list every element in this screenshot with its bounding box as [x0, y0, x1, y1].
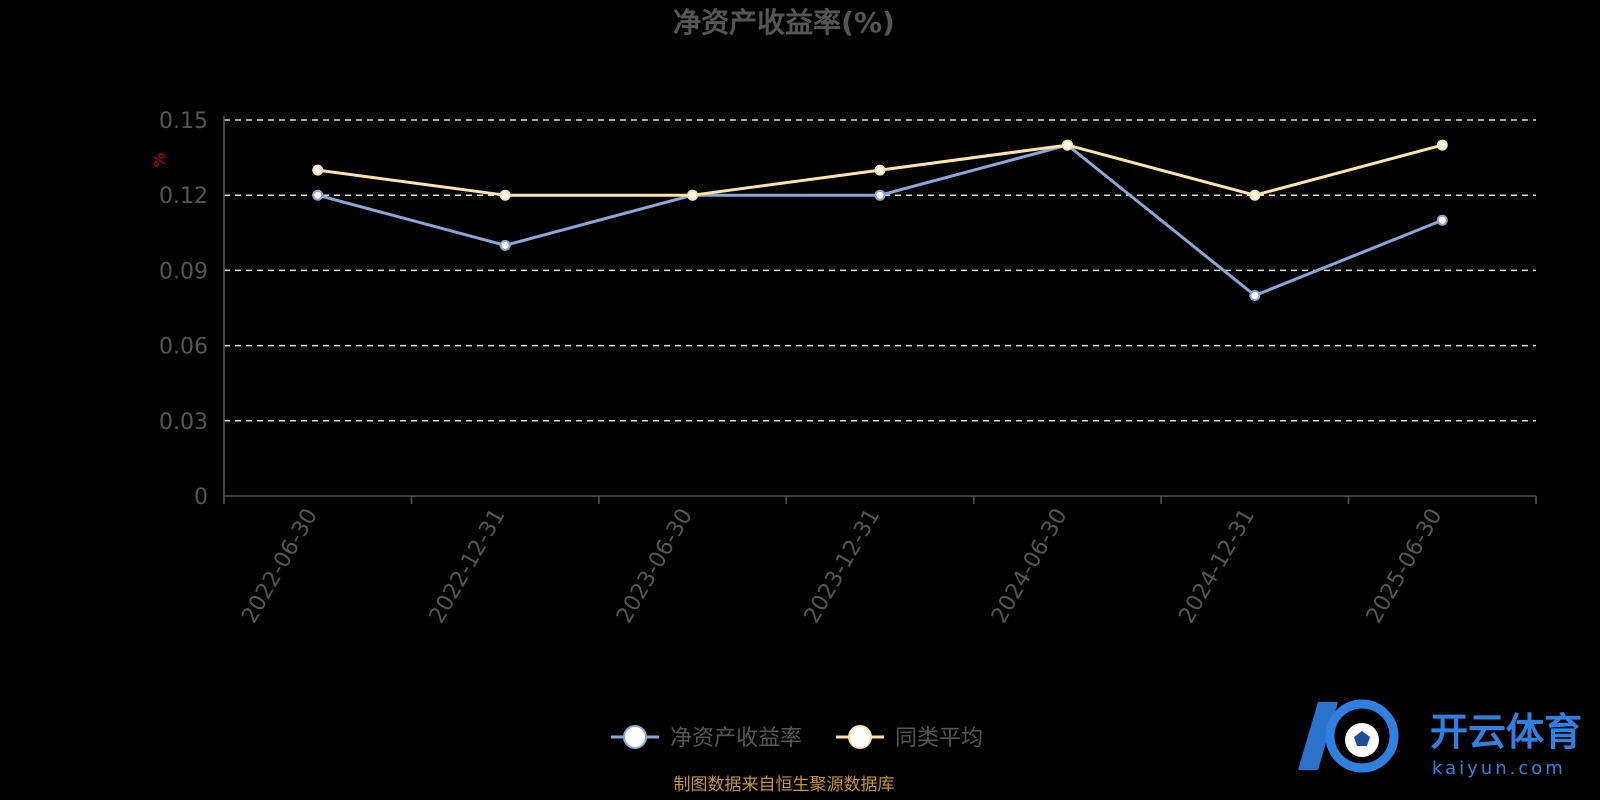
y-axis-unit: %	[150, 152, 169, 167]
watermark-domain: kaiyun.com	[1432, 758, 1566, 779]
watermark-brand: 开云体育	[1430, 710, 1582, 754]
data-point	[1436, 214, 1448, 226]
y-tick-label: 0.03	[159, 410, 208, 435]
legend-item-1[interactable]: 净资产收益率	[611, 725, 802, 751]
series-1	[312, 139, 1448, 301]
legend-label: 净资产收益率	[670, 726, 802, 751]
legend[interactable]: 净资产收益率 同类平均	[611, 725, 983, 751]
data-point	[1436, 139, 1448, 151]
data-point	[1061, 139, 1073, 151]
data-point	[874, 189, 886, 201]
axes: 0 0.03 0.06 0.09 0.12 0.15 2022-06-30 2022-12-3…	[159, 109, 1537, 628]
series-2	[312, 139, 1448, 201]
data-point	[874, 164, 886, 176]
legend-label: 同类平均	[895, 726, 983, 751]
x-tick-label: 2024-06-30	[987, 505, 1073, 628]
source-note: 制图数据来自恒生聚源数据库	[674, 775, 895, 795]
x-tick-label: 2023-12-31	[800, 505, 886, 628]
data-point	[312, 164, 324, 176]
chart-title: 净资产收益率(%)	[673, 6, 895, 39]
y-tick-label: 0	[194, 485, 208, 510]
data-point	[312, 189, 324, 201]
y-tick-label: 0.06	[159, 335, 208, 360]
data-point	[1249, 189, 1261, 201]
y-tick-label: 0.09	[159, 259, 208, 284]
data-point	[1249, 289, 1261, 301]
legend-item-2[interactable]: 同类平均	[836, 725, 983, 751]
legend-marker	[848, 725, 872, 749]
x-tick-label: 2022-06-30	[237, 505, 323, 628]
data-point	[499, 189, 511, 201]
x-tick-label: 2023-06-30	[612, 505, 698, 628]
ball-logo-icon	[1298, 699, 1399, 773]
watermark-logo: 开云体育 kaiyun.com	[1298, 699, 1582, 779]
y-tick-label: 0.15	[159, 109, 208, 134]
x-tick-label: 2025-06-30	[1362, 505, 1448, 628]
legend-marker	[623, 725, 647, 749]
data-point	[499, 239, 511, 251]
x-tick-label: 2022-12-31	[425, 504, 511, 627]
data-point	[687, 189, 699, 201]
y-tick-label: 0.12	[159, 184, 208, 209]
x-tick-label: 2024-12-31	[1174, 505, 1260, 628]
series-lines	[312, 139, 1448, 301]
